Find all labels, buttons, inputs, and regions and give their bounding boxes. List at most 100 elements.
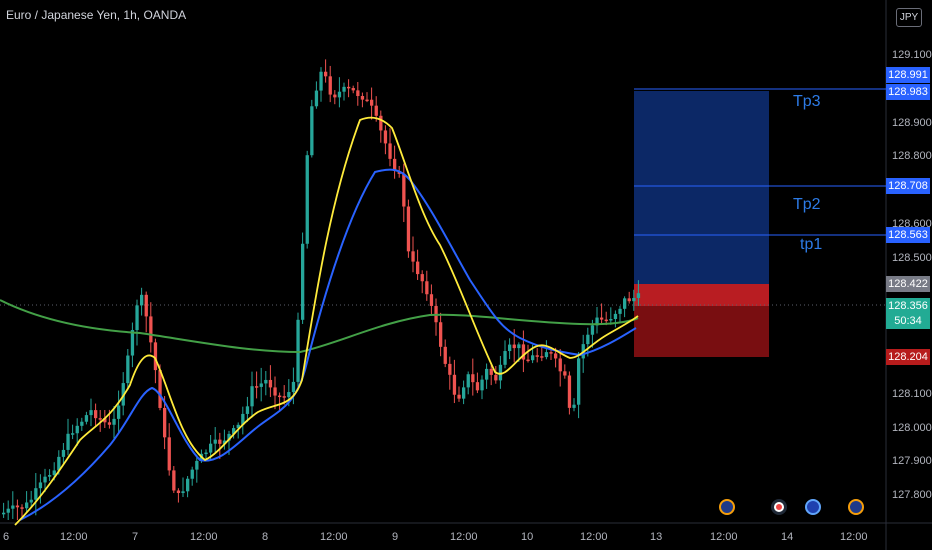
candle-body bbox=[595, 317, 599, 326]
candle-body bbox=[268, 379, 273, 388]
tp3-label: Tp3 bbox=[793, 93, 821, 110]
ema-slow-line bbox=[0, 299, 639, 354]
candle-body bbox=[351, 88, 355, 91]
svg-text:8: 8 bbox=[262, 531, 268, 543]
svg-text:12:00: 12:00 bbox=[580, 531, 608, 543]
candle-body bbox=[388, 143, 392, 159]
candle-body bbox=[489, 368, 493, 375]
candle-body bbox=[296, 319, 300, 382]
candle-body bbox=[310, 106, 314, 156]
candle-body bbox=[567, 375, 572, 408]
candle-body bbox=[38, 482, 43, 489]
candle-body bbox=[94, 410, 98, 419]
candle-body bbox=[512, 344, 516, 349]
candle-body bbox=[11, 505, 15, 509]
candle-body bbox=[176, 490, 181, 494]
candle-body bbox=[600, 317, 604, 320]
candle-body bbox=[190, 469, 194, 479]
candle-body bbox=[374, 105, 378, 116]
candle-body bbox=[126, 355, 130, 384]
candle-body bbox=[61, 449, 66, 457]
candle-body bbox=[71, 433, 75, 435]
price-tag-last: 128.356 bbox=[886, 298, 930, 314]
svg-text:128.900: 128.900 bbox=[892, 117, 932, 129]
svg-text:12:00: 12:00 bbox=[840, 531, 868, 543]
candle-body bbox=[494, 374, 498, 381]
candle-body bbox=[232, 428, 236, 434]
candle-body bbox=[549, 352, 553, 354]
price-tag-tp3-high: 128.991 bbox=[886, 67, 930, 83]
candle-body bbox=[572, 404, 576, 408]
price-tag-entry: 128.422 bbox=[886, 276, 930, 292]
svg-text:129.100: 129.100 bbox=[892, 49, 932, 61]
candle-body bbox=[80, 421, 84, 426]
candle-body bbox=[590, 325, 595, 335]
svg-text:12:00: 12:00 bbox=[60, 531, 88, 543]
svg-text:127.800: 127.800 bbox=[892, 489, 932, 501]
candle-body bbox=[577, 358, 581, 405]
candle-body bbox=[535, 355, 539, 357]
event-marker-icon[interactable] bbox=[805, 499, 821, 515]
candle-body bbox=[278, 395, 282, 398]
tp2-label: Tp2 bbox=[793, 196, 821, 213]
candle-body bbox=[508, 344, 512, 352]
candle-body bbox=[604, 319, 608, 322]
candle-body bbox=[416, 261, 420, 275]
price-tag-tp2: 128.708 bbox=[886, 178, 930, 194]
currency-button[interactable]: JPY bbox=[896, 8, 922, 27]
candle-body bbox=[627, 298, 631, 302]
candle-body bbox=[52, 470, 56, 476]
candle-body bbox=[144, 294, 148, 317]
candle-body bbox=[333, 94, 337, 98]
candle-body bbox=[540, 356, 544, 358]
candle-body bbox=[20, 507, 24, 509]
candle-body bbox=[586, 334, 590, 345]
candle-body bbox=[25, 502, 29, 509]
candle-body bbox=[319, 71, 323, 91]
candle-body bbox=[117, 405, 121, 419]
time-axis: 6 12:00 7 12:00 8 12:00 9 12:00 10 12:00… bbox=[3, 531, 868, 543]
svg-text:6: 6 bbox=[3, 531, 9, 543]
price-tag-tp1: 128.563 bbox=[886, 227, 930, 243]
candle-body bbox=[503, 351, 507, 365]
candle-body bbox=[158, 370, 162, 408]
candle-body bbox=[402, 173, 406, 207]
candle-body bbox=[448, 363, 452, 375]
candle-body bbox=[84, 415, 89, 422]
svg-text:12:00: 12:00 bbox=[320, 531, 348, 543]
candle-body bbox=[57, 456, 61, 471]
svg-text:12:00: 12:00 bbox=[450, 531, 478, 543]
candle-body bbox=[163, 407, 167, 438]
candle-body bbox=[112, 418, 116, 425]
event-marker-icon[interactable] bbox=[771, 499, 787, 515]
candle-body bbox=[186, 478, 190, 492]
candle-body bbox=[558, 358, 562, 372]
candle-body bbox=[531, 355, 535, 361]
candle-body bbox=[66, 433, 70, 450]
candle-body bbox=[153, 342, 158, 371]
candle-body bbox=[135, 305, 139, 331]
candle-body bbox=[443, 346, 447, 364]
stop-zone-highlight bbox=[634, 284, 769, 306]
candle-body bbox=[563, 371, 567, 376]
candle-body bbox=[526, 359, 530, 362]
candle-body bbox=[420, 274, 424, 282]
candle-body bbox=[204, 452, 208, 455]
candle-body bbox=[121, 383, 125, 406]
svg-text:7: 7 bbox=[132, 531, 138, 543]
tp1-label: tp1 bbox=[800, 236, 822, 253]
candle-body bbox=[301, 243, 305, 320]
candle-body bbox=[342, 86, 346, 92]
event-marker-icon[interactable] bbox=[848, 499, 864, 515]
candle-body bbox=[227, 433, 231, 441]
candle-body bbox=[498, 364, 503, 381]
candle-body bbox=[250, 386, 254, 407]
candle-body bbox=[236, 424, 240, 429]
candles bbox=[2, 59, 641, 520]
event-marker-icon[interactable] bbox=[719, 499, 735, 515]
candle-body bbox=[521, 344, 526, 360]
candle-body bbox=[337, 91, 342, 98]
candle-body bbox=[241, 413, 245, 425]
candle-body bbox=[75, 425, 79, 434]
